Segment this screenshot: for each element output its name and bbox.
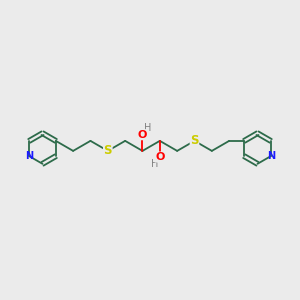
Text: O: O [155, 152, 164, 162]
Text: S: S [103, 144, 112, 158]
Text: H: H [144, 123, 152, 133]
Text: N: N [267, 151, 275, 161]
Text: N: N [25, 151, 33, 161]
Text: O: O [138, 130, 147, 140]
Text: S: S [190, 134, 199, 147]
Text: H: H [151, 158, 158, 169]
